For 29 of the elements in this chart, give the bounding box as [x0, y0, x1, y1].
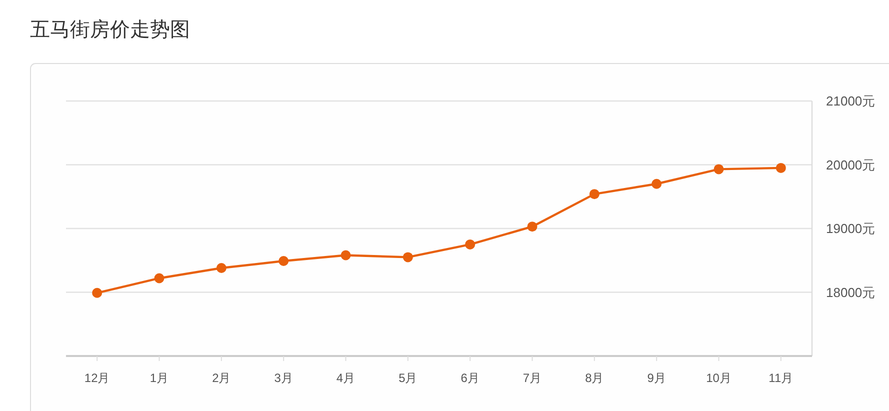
- x-tick-label: 8月: [585, 371, 604, 385]
- point: [652, 178, 662, 189]
- point: [714, 164, 724, 174]
- x-tick-label: 12月: [84, 371, 110, 385]
- x-tick-label: 2月: [212, 371, 231, 385]
- point: [402, 252, 413, 262]
- x-tick-label: 9月: [647, 371, 666, 385]
- x-tick-label: 1月: [150, 371, 169, 385]
- x-tick-label: 7月: [522, 371, 542, 385]
- y-tick-label: 21000元: [826, 94, 876, 108]
- point: [527, 222, 538, 232]
- y-tick-label: 18000元: [826, 284, 876, 300]
- y-tick-label: 19000元: [826, 221, 876, 236]
- x-tick-label: 6月: [460, 371, 480, 385]
- point: [589, 189, 600, 200]
- point: [340, 250, 351, 260]
- point: [465, 239, 476, 250]
- x-tick-label: 11月: [768, 371, 794, 385]
- x-tick-label: 10月: [706, 371, 732, 385]
- y-tick-label: 20000元: [826, 157, 876, 172]
- x-tick-label: 3月: [274, 371, 293, 385]
- point: [154, 273, 164, 284]
- x-tick-label: 4月: [336, 371, 356, 385]
- point: [776, 162, 786, 173]
- point: [278, 256, 289, 266]
- point: [92, 288, 102, 298]
- x-tick-label: 5月: [398, 371, 418, 385]
- point: [216, 263, 226, 274]
- chart-title: 五马街房价走势图: [30, 19, 190, 41]
